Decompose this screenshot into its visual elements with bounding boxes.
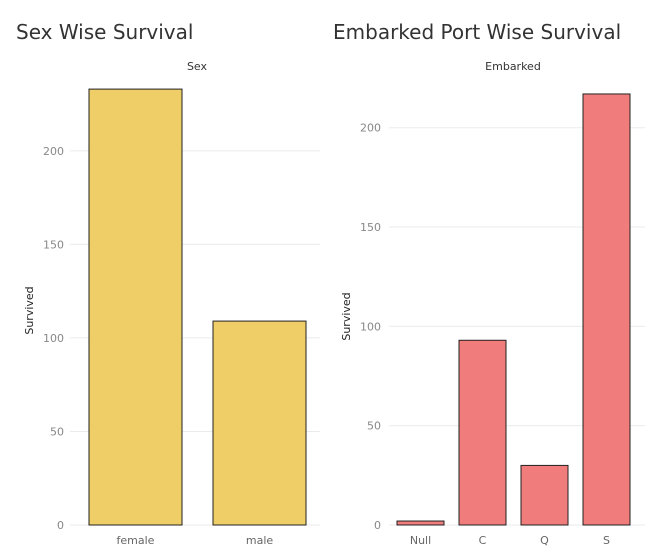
bar: [396, 520, 445, 526]
bar: [520, 464, 569, 526]
y-tick-label: 150: [360, 221, 381, 234]
y-axis-title: Survived: [340, 292, 353, 340]
column-header: Embarked: [485, 60, 541, 73]
x-category-label: S: [603, 534, 610, 547]
bar: [458, 339, 507, 526]
chart-title: Sex Wise Survival: [16, 20, 194, 44]
y-tick-label: 0: [374, 519, 381, 532]
y-axis-title: Survived: [23, 286, 36, 334]
y-tick-label: 50: [367, 420, 381, 433]
y-tick-label: 200: [43, 145, 64, 158]
x-category-label: Q: [540, 534, 549, 547]
x-category-label: Null: [410, 534, 431, 547]
x-category-label: male: [246, 534, 274, 547]
chart-panel-embarked: Embarked Port Wise Survival Embarked 0 50 1…: [325, 0, 649, 559]
bar: [212, 320, 307, 526]
chart-panel-sex: Sex Wise Survival Sex 0 50 100 150 200 Survive…: [16, 20, 320, 547]
bar-chart-svg: Sex 0 50 100 150 200 Survived female male: [23, 60, 320, 547]
x-category-label: C: [479, 534, 487, 547]
y-tick-label: 150: [43, 238, 64, 251]
y-tick-label: 100: [43, 332, 64, 345]
y-tick-label: 0: [57, 519, 64, 532]
y-tick-label: 100: [360, 320, 381, 333]
y-tick-label: 50: [50, 425, 64, 438]
bar: [582, 93, 631, 526]
bar: [88, 88, 183, 526]
column-header: Sex: [187, 60, 208, 73]
bar-chart-svg: Embarked 0 50 100 150 200 Survived Null C Q S: [340, 60, 645, 547]
y-tick-label: 200: [360, 122, 381, 135]
x-category-label: female: [117, 534, 155, 547]
chart-title: Embarked Port Wise Survival: [333, 20, 622, 44]
